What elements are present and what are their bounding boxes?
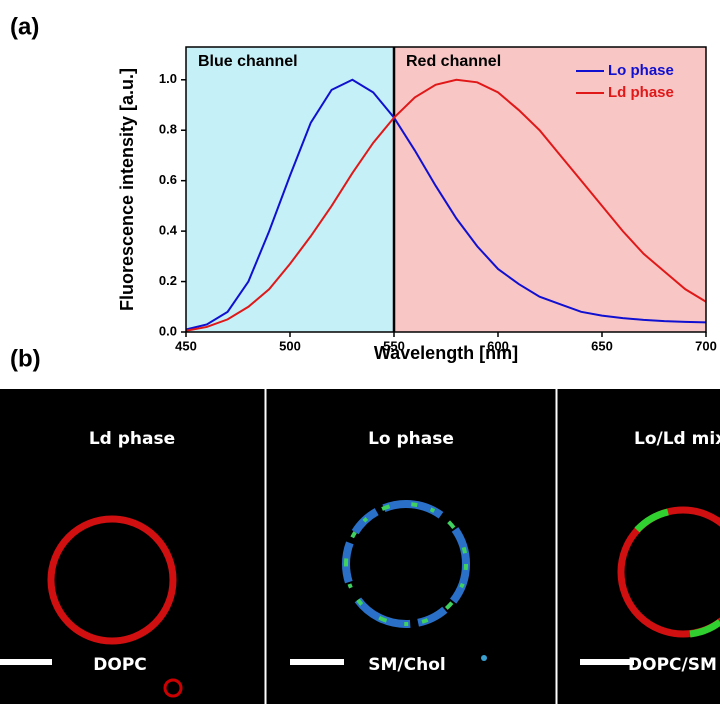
x-tick-label: 600 (487, 338, 509, 353)
panel-label: (b) (10, 345, 41, 372)
y-axis-label: Fluorescence intensity [a.u.] (117, 68, 137, 311)
chart: Blue channel Red channel 450 500 550 600 650 70… (117, 46, 717, 363)
x-tick-label: 650 (591, 338, 613, 353)
data-line (185, 78, 707, 332)
legend-label: Lo phase (608, 62, 674, 79)
y-tick-label: 0.4 (159, 223, 178, 238)
y-tick-label: 0.8 (159, 122, 177, 137)
x-tick-label: 450 (175, 338, 197, 353)
plot-frame (185, 46, 707, 333)
channel-region (186, 47, 394, 332)
vesicle (47, 515, 177, 645)
x-tick-label: 700 (695, 338, 717, 353)
channel-label: Blue channel (198, 53, 298, 70)
panel-caption: SM/Chol (368, 655, 445, 675)
micrographs: Ld phase DOPC Lo phase SM/Chol Lo/Ld mix… (0, 389, 720, 704)
image-background (0, 389, 720, 704)
scale-bar (290, 659, 344, 665)
x-tick-label: 550 (383, 338, 405, 353)
vesicle (344, 502, 468, 626)
panel-label: (a) (10, 13, 39, 40)
panel-caption: DOPC/SM (628, 655, 717, 675)
particle (481, 655, 487, 661)
panel-caption: DOPC (93, 655, 147, 675)
panel-title: Lo/Ld mixt (634, 429, 720, 449)
y-tick-label: 0.0 (159, 323, 177, 338)
lo-domain (634, 508, 669, 533)
y-tick-label: 0.6 (159, 172, 177, 187)
lo-domain (689, 619, 720, 638)
x-axis-label: Wavelength [nm] (374, 343, 518, 363)
channel-label: Red channel (406, 53, 501, 70)
vesicle (617, 506, 720, 638)
legend-label: Ld phase (608, 84, 674, 101)
y-tick-label: 0.2 (159, 273, 177, 288)
panel-title: Ld phase (89, 429, 175, 449)
scale-bar (580, 659, 634, 665)
data-line (185, 78, 707, 331)
vesicle (163, 678, 183, 698)
channel-region (394, 47, 706, 332)
panel-title: Lo phase (368, 429, 454, 449)
y-tick-label: 1.0 (159, 71, 177, 86)
scale-bar (0, 659, 52, 665)
x-tick-label: 500 (279, 338, 301, 353)
